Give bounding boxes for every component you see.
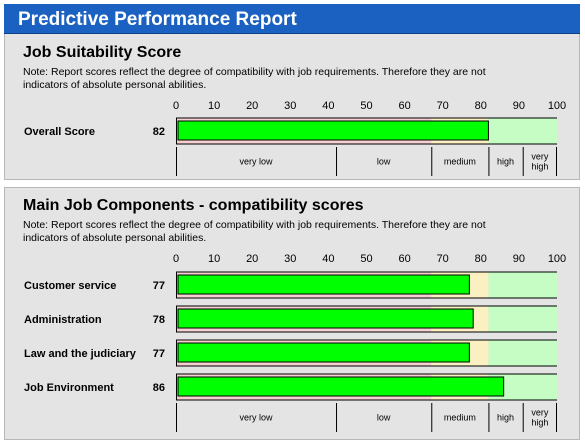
- category-label: Administration: [24, 314, 102, 326]
- band-label: high: [497, 157, 514, 167]
- x-tick-label: 100: [548, 253, 566, 265]
- category-label: Job Environment: [24, 382, 114, 394]
- x-tick-label: 50: [360, 253, 372, 265]
- x-tick-label: 30: [284, 100, 296, 112]
- band-zone: [488, 306, 557, 332]
- data-label: 78: [153, 314, 165, 326]
- data-label: 82: [153, 126, 165, 138]
- x-tick-label: 0: [173, 100, 179, 112]
- score-bar: [177, 308, 474, 329]
- x-tick-label: 40: [322, 100, 334, 112]
- band-zone: [488, 340, 557, 366]
- band-label: very low: [240, 157, 274, 167]
- x-tick-label: 80: [475, 253, 487, 265]
- components-score-chart: 0 10 20 30 40 50 60 70 80 90 100 Customer service 77…: [24, 253, 566, 432]
- x-tick-label: 20: [246, 100, 258, 112]
- band-label: low: [377, 157, 391, 167]
- band-zone: [488, 118, 557, 144]
- x-tick-label: 40: [322, 253, 334, 265]
- band-zone: [488, 272, 557, 298]
- job-components-note: Note: Report scores reflect the degree o…: [23, 219, 486, 244]
- report-title: Predictive Performance Report: [18, 9, 297, 30]
- x-tick-label: 90: [513, 100, 525, 112]
- band-label: very low: [240, 413, 274, 423]
- data-label: 77: [153, 280, 165, 292]
- x-tick-label: 60: [398, 253, 410, 265]
- x-tick-label: 30: [284, 253, 296, 265]
- x-tick-label: 70: [437, 253, 449, 265]
- x-tick-label: 90: [513, 253, 525, 265]
- overall-score-chart: 0 10 20 30 40 50 60 70 80 90 100 Overall Score 82 ver…: [24, 100, 566, 176]
- band-label: medium: [444, 157, 476, 167]
- x-tick-label: 100: [548, 100, 566, 112]
- data-label: 86: [153, 382, 165, 394]
- x-tick-label: 0: [173, 253, 179, 265]
- category-label: Customer service: [24, 280, 116, 292]
- x-tick-label: 70: [437, 100, 449, 112]
- band-label: very high: [531, 408, 549, 428]
- job-suitability-note: Note: Report scores reflect the degree o…: [23, 66, 486, 91]
- score-bar: [177, 342, 470, 363]
- x-tick-label: 10: [208, 100, 220, 112]
- job-components-panel: Main Job Components - compatibility scor…: [4, 187, 580, 440]
- report-header: Predictive Performance Report: [4, 4, 580, 34]
- x-tick-label: 50: [360, 100, 372, 112]
- band-label: low: [377, 413, 391, 423]
- category-label: Overall Score: [24, 126, 95, 138]
- score-bar: [177, 376, 505, 397]
- x-tick-label: 60: [398, 100, 410, 112]
- band-label: high: [497, 413, 514, 423]
- category-label: Law and the judiciary: [24, 348, 137, 360]
- band-label: very high: [531, 152, 549, 172]
- x-tick-label: 80: [475, 100, 487, 112]
- job-suitability-title: Job Suitability Score: [23, 44, 182, 61]
- band-label: medium: [444, 413, 476, 423]
- x-tick-label: 10: [208, 253, 220, 265]
- score-bar: [177, 274, 470, 295]
- score-bar: [177, 120, 489, 141]
- data-label: 77: [153, 348, 165, 360]
- job-components-title: Main Job Components - compatibility scor…: [23, 197, 364, 214]
- x-tick-label: 20: [246, 253, 258, 265]
